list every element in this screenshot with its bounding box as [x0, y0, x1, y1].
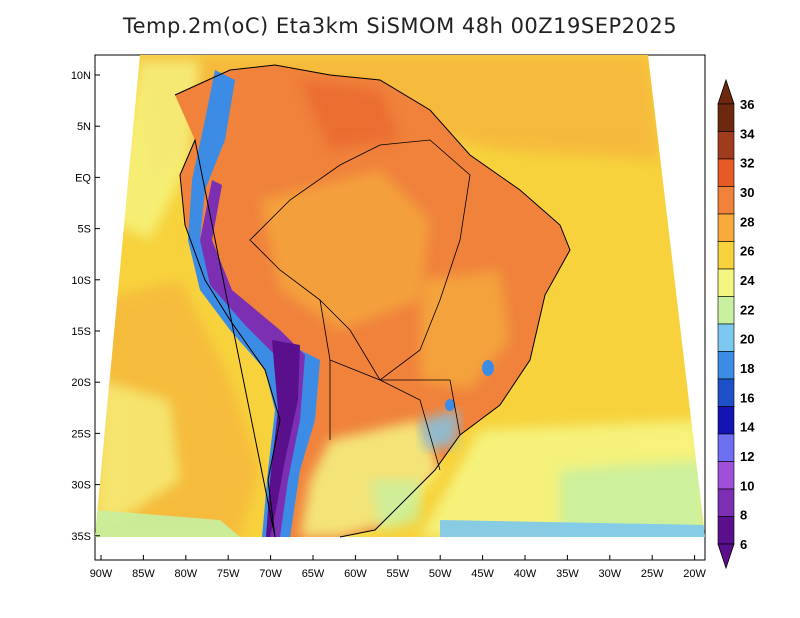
colorbar-label: 36	[740, 97, 754, 112]
lat-tick-label: 5N	[77, 121, 91, 133]
temperature-field	[95, 55, 705, 537]
longitude-axis: 90W 85W 80W 75W 70W 65W 60W 55W 50W 45W 40W 35W 30W 2…	[90, 555, 707, 580]
lon-tick-label: 35W	[556, 568, 579, 580]
colorbar-label: 12	[740, 449, 754, 464]
lat-tick-label: 35S	[71, 531, 91, 543]
lat-tick-label: EQ	[75, 172, 91, 184]
latitude-axis: 10N 5N EQ 5S 10S 15S 20S 25S 30S 35S	[71, 70, 100, 543]
lat-tick-label: 15S	[71, 326, 91, 338]
lon-tick-label: 85W	[132, 568, 155, 580]
colorbar-segment	[717, 213, 735, 242]
colorbar-segment	[717, 323, 735, 352]
colorbar-segment	[717, 241, 735, 270]
lat-tick-label: 20S	[71, 377, 91, 389]
colorbar-label: 32	[740, 156, 754, 171]
colorbar-label: 34	[740, 126, 755, 141]
colorbar-segment	[717, 186, 735, 215]
lon-tick-label: 45W	[471, 568, 494, 580]
lon-tick-label: 60W	[344, 568, 367, 580]
colorbar-label: 8	[740, 508, 747, 523]
colorbar-label: 22	[740, 302, 754, 317]
state-borders	[319, 299, 461, 471]
lon-tick-label: 80W	[174, 568, 197, 580]
colorbar-segment	[717, 296, 735, 325]
colorbar-label: 24	[740, 273, 755, 288]
lon-tick-label: 50W	[429, 568, 452, 580]
colorbar-bottom-arrow	[717, 543, 735, 570]
lon-tick-label: 65W	[302, 568, 325, 580]
lon-tick-label: 75W	[217, 568, 240, 580]
lat-tick-label: 5S	[78, 224, 91, 236]
colorbar: 6 8 10 12 14 16 18 20 22 24 26 28 30 32 34 36	[717, 78, 755, 570]
colorbar-label: 26	[740, 244, 754, 259]
lon-tick-label: 90W	[90, 568, 113, 580]
colorbar-segment	[717, 461, 735, 490]
colorbar-segment	[717, 103, 735, 132]
map-title: Temp.2m(oC) Eta3km SiSMOM 48h 00Z19SEP20…	[122, 14, 678, 38]
colorbar-segment	[717, 378, 735, 407]
lat-tick-label: 30S	[71, 480, 91, 492]
colorbar-label: 14	[740, 420, 755, 435]
colorbar-label: 10	[740, 478, 754, 493]
colorbar-segment	[717, 516, 735, 545]
lon-tick-label: 40W	[514, 568, 537, 580]
colorbar-segment	[717, 158, 735, 187]
colorbar-label: 28	[740, 214, 754, 229]
colorbar-label: 6	[740, 537, 747, 552]
lon-tick-label: 70W	[259, 568, 282, 580]
lat-tick-label: 25S	[71, 428, 91, 440]
lat-tick-label: 10S	[71, 275, 91, 287]
colorbar-label: 30	[740, 185, 754, 200]
colorbar-segment	[717, 268, 735, 297]
lon-tick-label: 20W	[683, 568, 706, 580]
colorbar-segment	[717, 131, 735, 160]
lat-tick-label: 10N	[71, 70, 91, 82]
colorbar-segment	[717, 406, 735, 435]
lon-tick-label: 55W	[386, 568, 409, 580]
colorbar-segment	[717, 433, 735, 462]
colorbar-label: 18	[740, 361, 754, 376]
colorbar-top-arrow	[717, 78, 735, 105]
colorbar-segment	[717, 351, 735, 380]
lon-tick-label: 30W	[598, 568, 621, 580]
lon-tick-label: 25W	[641, 568, 664, 580]
colorbar-label: 20	[740, 332, 754, 347]
colorbar-label: 16	[740, 390, 754, 405]
coastline	[174, 64, 571, 538]
border-lines	[249, 139, 471, 381]
colorbar-segment	[717, 488, 735, 517]
